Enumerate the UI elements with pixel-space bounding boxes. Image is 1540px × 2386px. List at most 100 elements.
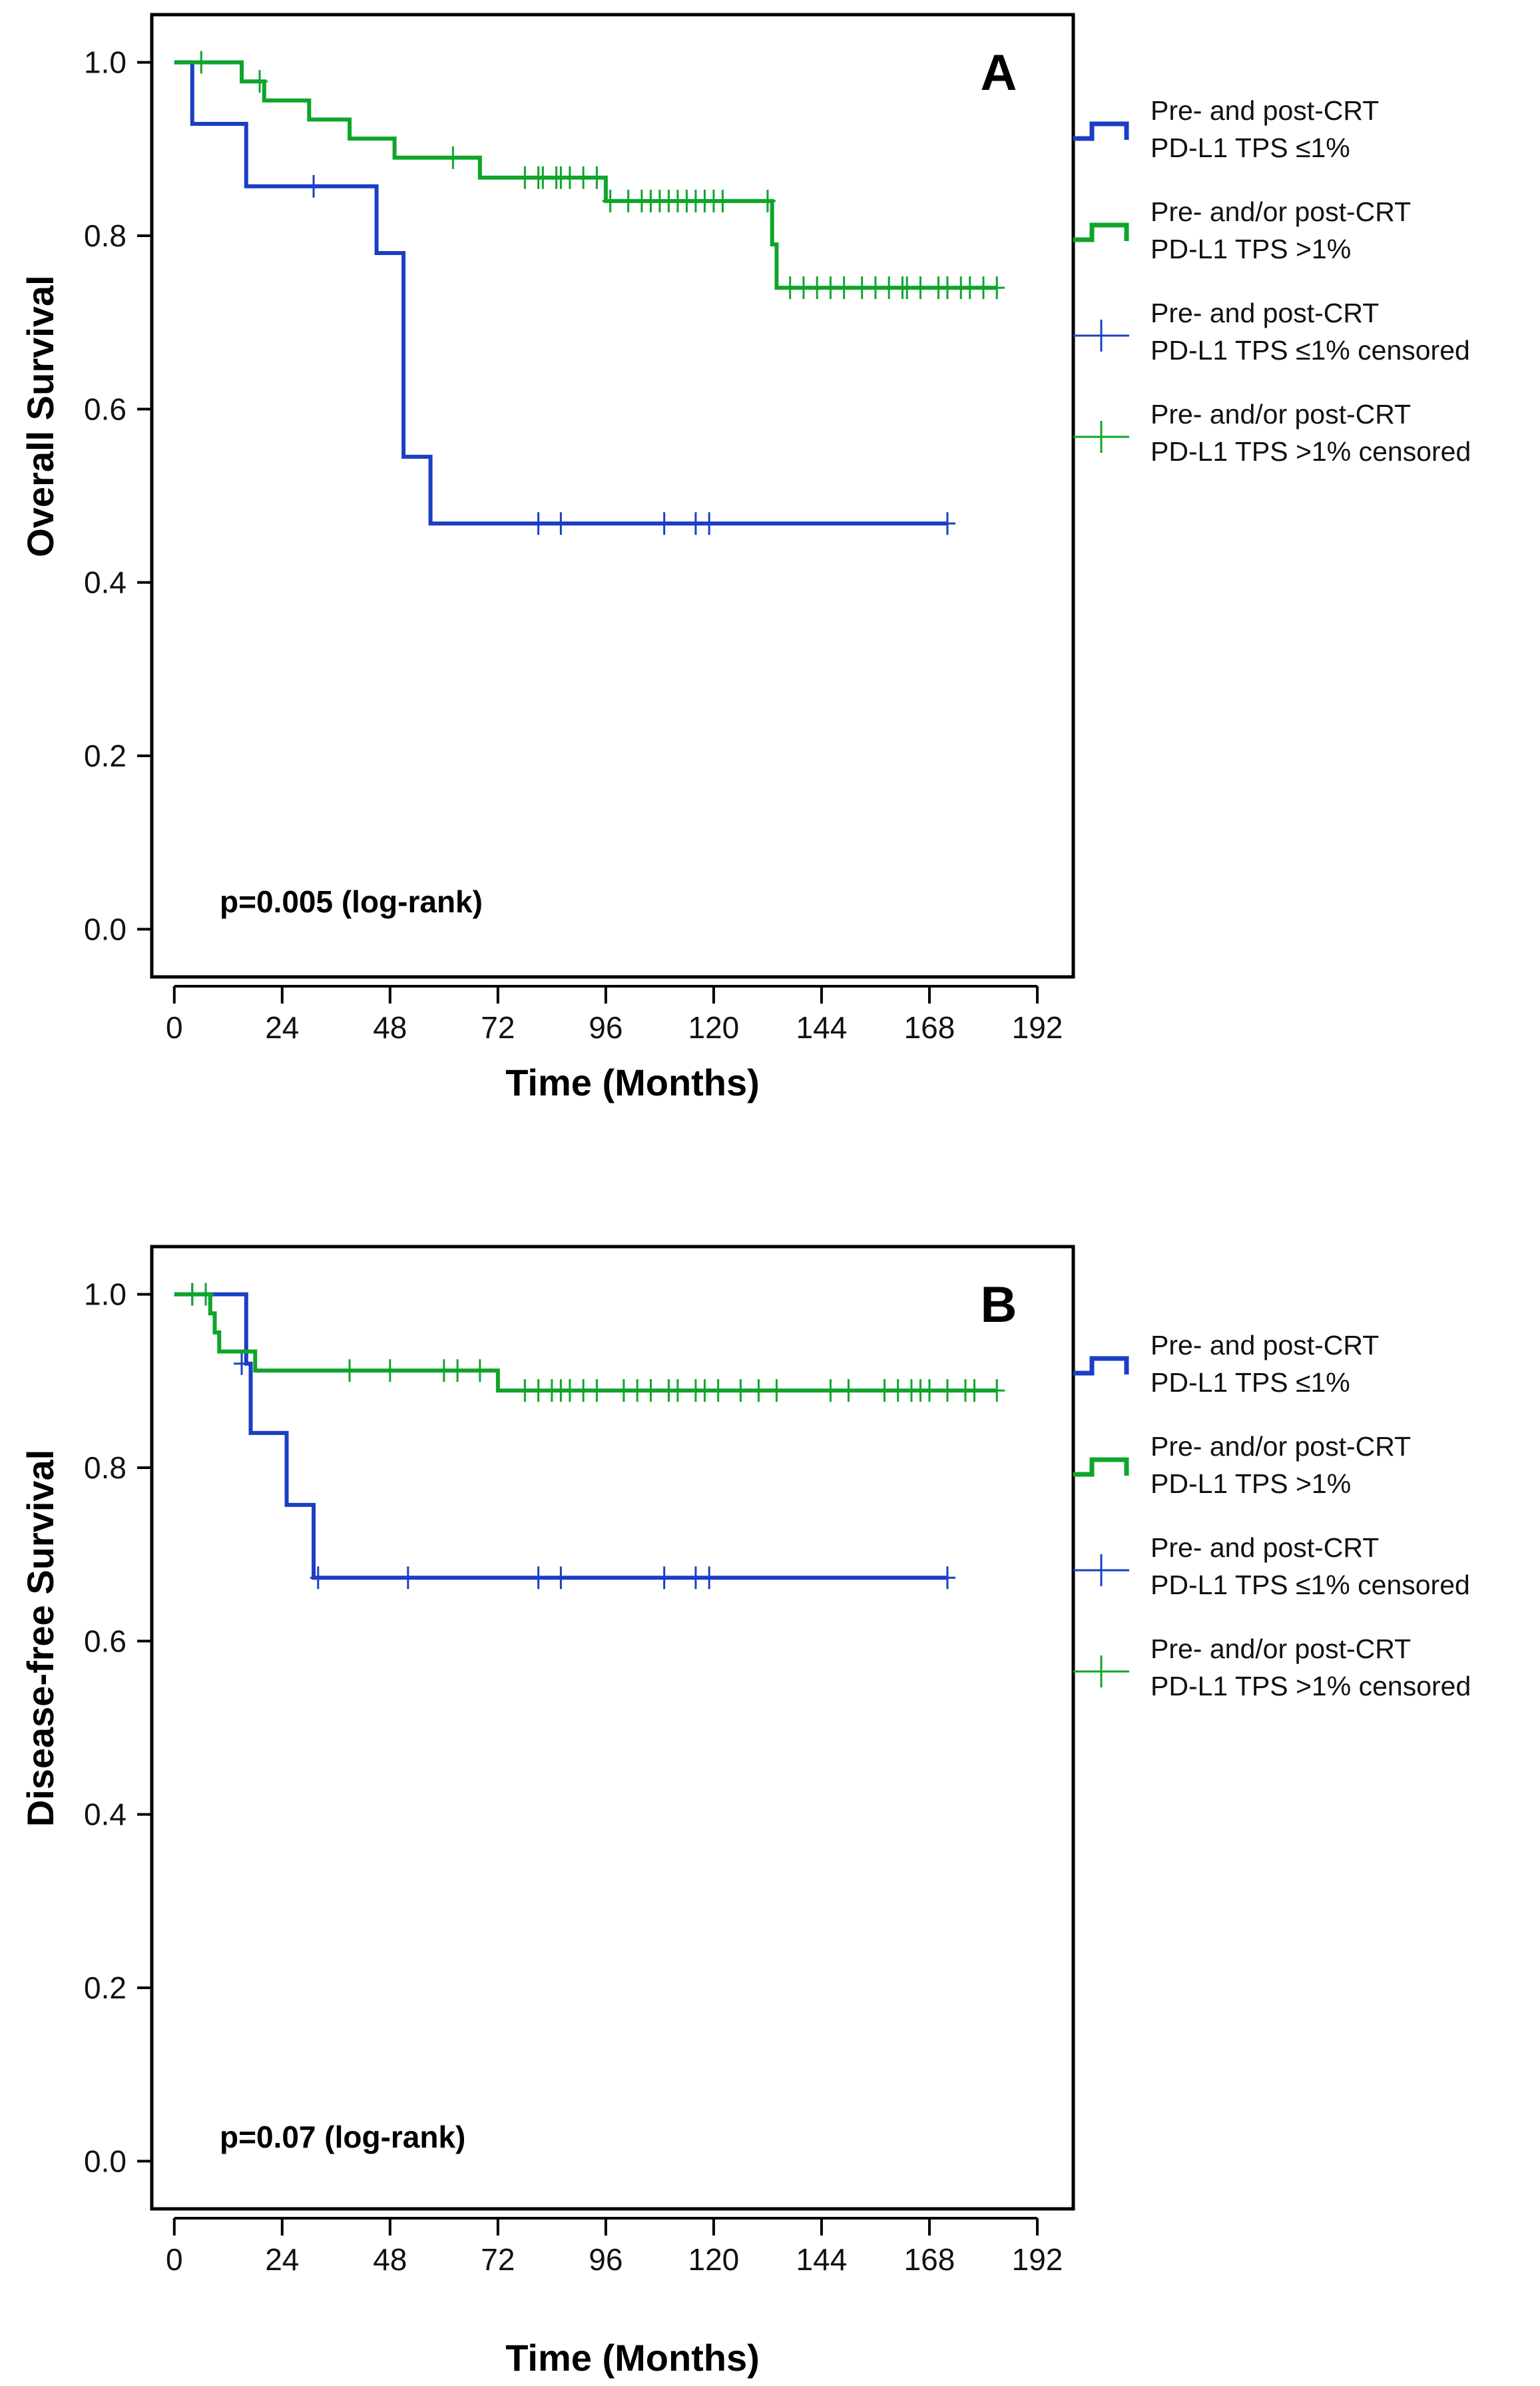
panel-b-green-censor-mark [561, 1379, 578, 1402]
panel-a-green-censor-mark [517, 166, 533, 189]
legend-b-entry-green-censored: Pre- and/or post-CRT PD-L1 TPS >1% censo… [1073, 1634, 1471, 1701]
legend-a-entry-2-line-2: PD-L1 TPS >1% [1151, 234, 1351, 264]
legend-a-entry-blue-censored: Pre- and post-CRT PD-L1 TPS ≤1% censored [1073, 298, 1470, 366]
panel-b-x-tick-label: 120 [688, 2242, 740, 2277]
panel-a-green-censor-mark [822, 276, 839, 300]
panel-a-green-censor-mark [782, 276, 798, 300]
panel-a-pvalue-annotation: p=0.005 (log-rank) [220, 884, 483, 919]
panel-a-series [174, 51, 1005, 535]
panel-b-green-censor-mark [198, 1283, 214, 1306]
panel-b-green-censor-mark [629, 1379, 646, 1402]
panel-b-green-censor-mark [921, 1379, 937, 1402]
panel-b-y-tick-label: 0.4 [84, 1797, 127, 1832]
panel-a-x-tick-label: 192 [1012, 1010, 1063, 1045]
legend-a-entry-1-line-2: PD-L1 TPS ≤1% [1151, 133, 1350, 163]
panel-a-green-censor-mark [961, 276, 978, 300]
panel-a-green-censor-mark [561, 166, 578, 189]
panel-a-axes [137, 61, 1039, 1004]
panel-b-x-tick-label: 144 [796, 2242, 848, 2277]
legend-b-entry-green-curve: Pre- and/or post-CRT PD-L1 TPS >1% [1073, 1431, 1411, 1499]
panel-a-green-censor-mark [939, 276, 955, 300]
panel-a-green-censor-mark [899, 276, 915, 300]
panel-b-x-tick-label: 96 [589, 2242, 623, 2277]
legend-b-entry-3-line-1: Pre- and post-CRT [1151, 1532, 1379, 1563]
panel-b-y-tick-label: 0.6 [84, 1624, 127, 1658]
panel-b-x-tick-labels: 0 24 48 72 96 120 144 168 192 [166, 2242, 1063, 2277]
legend-a-entry-blue-curve: Pre- and post-CRT PD-L1 TPS ≤1% [1073, 95, 1379, 163]
panel-b-blue-censor-mark [234, 1352, 250, 1375]
legend-a-entry-2-line-1: Pre- and/or post-CRT [1151, 196, 1411, 227]
panel-a-y-axis-title: Overall Survival [19, 275, 61, 557]
legend-b-entry-blue-censored: Pre- and post-CRT PD-L1 TPS ≤1% censored [1073, 1532, 1470, 1600]
legend-b-green-step-icon [1073, 1457, 1129, 1477]
panel-b-y-tick-label: 0.2 [84, 1970, 127, 2005]
legend-b-entry-1-line-2: PD-L1 TPS ≤1% [1151, 1367, 1350, 1398]
panel-a-y-tick-label: 0.0 [84, 912, 127, 946]
panel-b-green-censor-mark [589, 1379, 605, 1402]
panel-b-green-censor-mark [750, 1379, 767, 1402]
panel-b-y-tick-label: 0.0 [84, 2144, 127, 2178]
panel-b-green-censor-mark [732, 1379, 749, 1402]
panel-b-x-tick-label: 192 [1012, 2242, 1063, 2277]
panel-a-blue-survival-curve [174, 60, 947, 526]
panel-b-x-tick-label: 0 [166, 2242, 183, 2277]
panel-a-blue-censor-mark [530, 512, 547, 535]
panel-a-green-censor-mark [989, 276, 1005, 300]
panel-b-y-axis-title: Disease-free Survival [19, 1450, 61, 1827]
panel-b-blue-censor-mark [530, 1566, 547, 1590]
panel-b-green-censor-mark [517, 1379, 533, 1402]
panel-b-green-censor-mark [342, 1359, 358, 1382]
panel-b-green-censor-mark [471, 1359, 488, 1382]
legend-b-green-cross-icon [1073, 1655, 1129, 1687]
panel-a-x-axis-title: Time (Months) [505, 1061, 760, 1103]
panel-a-x-tick-label: 96 [589, 1010, 623, 1045]
panel-a-blue-censor-mark [701, 512, 718, 535]
panel-b-blue-censor-mark [939, 1566, 955, 1590]
panel-a-green-censor-mark [867, 276, 884, 300]
panel-b-x-tick-label: 72 [481, 2242, 515, 2277]
panel-b-pvalue-annotation: p=0.07 (log-rank) [220, 2120, 465, 2154]
panel-b-green-censor-mark [840, 1379, 857, 1402]
panel-b-green-censor-mark [530, 1379, 547, 1402]
panel-b-green-censor-mark [966, 1379, 983, 1402]
panel-a-green-censor-mark [193, 51, 210, 74]
panel-b-green-censor-mark [768, 1379, 785, 1402]
panel-a-blue-censor-mark [939, 512, 955, 535]
panel-b-green-censor-mark [435, 1359, 452, 1382]
legend-a-entry-3-line-1: Pre- and post-CRT [1151, 298, 1379, 328]
panel-b-green-censor-mark [822, 1379, 839, 1402]
panel-a-y-tick-labels: 0.0 0.2 0.4 0.6 0.8 1.0 [84, 45, 127, 947]
legend-b-entry-3-line-2: PD-L1 TPS ≤1% censored [1151, 1570, 1470, 1600]
panel-b-blue-censor-mark [701, 1566, 718, 1590]
legend-b-entry-blue-curve: Pre- and post-CRT PD-L1 TPS ≤1% [1073, 1330, 1379, 1398]
panel-a-green-censor-mark [809, 276, 826, 300]
panel-b-x-axis-title: Time (Months) [505, 2337, 760, 2379]
legend-b-entry-4-line-1: Pre- and/or post-CRT [1151, 1634, 1411, 1664]
panel-a-x-tick-label: 168 [904, 1010, 955, 1045]
panel-a-x-tick-label: 72 [481, 1010, 515, 1045]
panel-a-green-censor-mark [836, 276, 852, 300]
legend-a-entry-green-censored: Pre- and/or post-CRT PD-L1 TPS >1% censo… [1073, 399, 1471, 467]
panel-a-x-tick-label: 24 [265, 1010, 299, 1045]
panel-b-blue-censor-mark [687, 1566, 704, 1590]
panel-a-green-censor-mark [714, 189, 731, 212]
panel-a-green-censor-mark [252, 70, 268, 93]
panel-a-green-censor-mark [759, 189, 776, 212]
panel-a-green-censor-mark [881, 276, 898, 300]
panel-b-green-censor-mark [669, 1379, 686, 1402]
panel-a-green-censor-mark [535, 166, 551, 189]
panel-b-green-censor-mark [382, 1359, 398, 1382]
panel-b-y-tick-label: 0.8 [84, 1450, 127, 1485]
panel-a-y-tick-label: 1.0 [84, 45, 127, 80]
panel-a: 0.0 0.2 0.4 0.6 0.8 1.0 0 24 48 72 96 120 144 168 192… [19, 13, 1075, 1103]
panel-b-green-censor-mark [615, 1379, 632, 1402]
panel-b-plot-frame [150, 1245, 1075, 2211]
legend-a-entry-4-line-1: Pre- and/or post-CRT [1151, 399, 1411, 430]
panel-a-green-censor-mark [589, 166, 605, 189]
panel-a-y-tick-label: 0.8 [84, 218, 127, 253]
panel-a-blue-censor-mark [687, 512, 704, 535]
legend-a-blue-cross-icon [1073, 320, 1129, 352]
panel-a-legend: Pre- and post-CRT PD-L1 TPS ≤1% Pre- and… [1073, 95, 1471, 467]
